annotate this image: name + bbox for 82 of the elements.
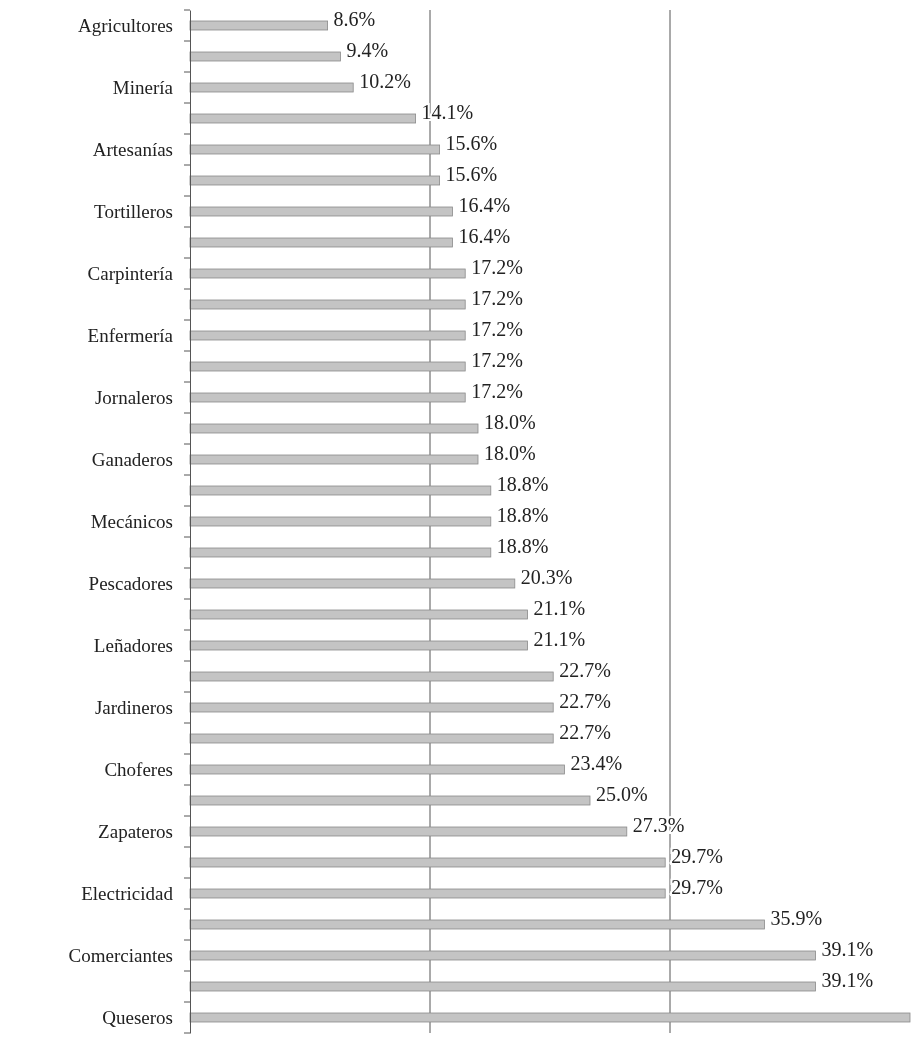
y-tick-label: Electricidad	[81, 882, 174, 904]
bar	[189, 392, 466, 403]
y-tick-label: Pescadores	[88, 572, 173, 594]
bar	[189, 20, 328, 31]
bar	[189, 981, 816, 992]
y-tick-label: Artesanías	[92, 138, 173, 160]
data-label: 15.6%	[445, 132, 498, 155]
data-label: 17.2%	[471, 256, 523, 279]
bar	[189, 733, 554, 744]
data-label: 17.2%	[471, 318, 523, 341]
y-tick-label: Carpintería	[87, 262, 174, 284]
data-label: 8.6%	[333, 8, 376, 31]
y-tick-label: Queseros	[102, 1006, 173, 1028]
bar	[189, 1012, 911, 1023]
data-label: 20.3%	[520, 566, 573, 589]
bar	[189, 516, 492, 527]
bar	[189, 640, 528, 651]
y-tick-label: Jornaleros	[94, 386, 173, 408]
data-label: 22.7%	[559, 690, 611, 713]
bar	[189, 144, 440, 155]
data-label: 18.8%	[496, 504, 549, 527]
bar	[189, 361, 466, 372]
bar	[189, 206, 453, 217]
data-label: 22.7%	[559, 721, 611, 744]
data-label: 35.9%	[770, 907, 823, 930]
data-label: 39.1%	[821, 969, 874, 992]
y-tick-label: Tortilleros	[94, 200, 173, 222]
data-label: 10.2%	[359, 70, 411, 93]
y-tick-label: Leñadores	[93, 634, 173, 656]
bar	[189, 113, 416, 124]
bar	[189, 702, 554, 713]
y-tick-label: Ganaderos	[91, 448, 173, 470]
data-label: 14.1%	[421, 101, 474, 124]
bar	[189, 330, 466, 341]
data-label: 25.0%	[596, 783, 648, 806]
bar	[189, 485, 492, 496]
data-label: 18.8%	[496, 473, 549, 496]
bar	[189, 888, 666, 899]
bar	[189, 795, 591, 806]
data-label: 17.2%	[471, 349, 523, 372]
data-label: 18.0%	[484, 442, 536, 465]
data-label: 15.6%	[445, 163, 498, 186]
bar	[189, 764, 565, 775]
y-tick-label: Enfermería	[87, 324, 174, 346]
bar	[189, 51, 341, 62]
y-tick-label: Choferes	[104, 758, 173, 780]
bar	[189, 237, 453, 248]
bar	[189, 919, 765, 930]
y-tick-label: Agricultores	[78, 14, 173, 36]
data-label: 22.7%	[559, 659, 611, 682]
bar	[189, 609, 528, 620]
data-label: 21.1%	[533, 597, 586, 620]
bar	[189, 82, 354, 93]
bar	[189, 454, 479, 465]
data-label: 16.4%	[458, 194, 511, 217]
data-label: 39.1%	[821, 938, 874, 961]
data-label: 23.4%	[570, 752, 623, 775]
data-label: 9.4%	[346, 39, 389, 62]
data-label: 18.8%	[496, 535, 549, 558]
data-label: 17.2%	[471, 380, 523, 403]
data-label: 17.2%	[471, 287, 523, 310]
bar	[189, 671, 554, 682]
bar	[189, 826, 628, 837]
bar	[189, 268, 466, 279]
y-tick-label: Jardineros	[94, 696, 173, 718]
data-label: 29.7%	[671, 876, 723, 899]
bar	[189, 423, 479, 434]
y-tick-label: Minería	[112, 76, 174, 98]
bar	[189, 299, 466, 310]
data-label: 29.7%	[671, 845, 723, 868]
bar	[189, 578, 516, 589]
y-tick-label: Zapateros	[98, 820, 173, 842]
data-label: 16.4%	[458, 225, 511, 248]
bar	[189, 547, 492, 558]
y-tick-label: Comerciantes	[68, 944, 173, 966]
bar	[189, 175, 440, 186]
bar	[189, 950, 816, 961]
data-label: 27.3%	[632, 814, 685, 837]
y-tick-label: Mecánicos	[90, 510, 173, 532]
data-label: 18.0%	[484, 411, 536, 434]
bar	[189, 857, 666, 868]
data-label: 21.1%	[533, 628, 586, 651]
